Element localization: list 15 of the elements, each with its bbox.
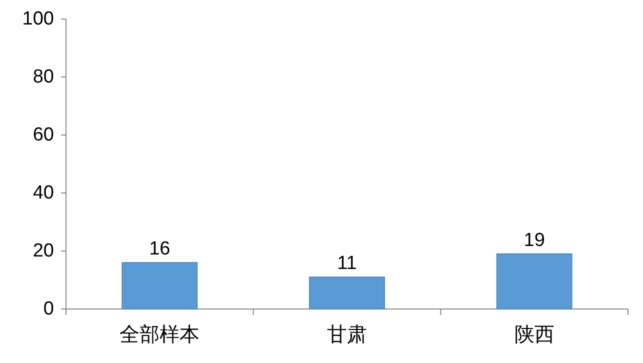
x-tick-label: 陕西: [514, 324, 554, 346]
data-label: 11: [337, 253, 357, 274]
y-tick-label: 0: [43, 298, 54, 320]
data-label: 19: [524, 230, 545, 251]
y-tick-label: 40: [32, 182, 54, 204]
data-label: 16: [149, 238, 170, 260]
y-tick-label: 20: [32, 240, 54, 262]
y-tick-label: 100: [22, 8, 54, 30]
bar: [122, 262, 198, 310]
y-tick-label: 60: [32, 124, 54, 146]
bar: [496, 253, 572, 310]
bar: [309, 276, 385, 310]
y-tick-label: 80: [32, 66, 54, 88]
x-tick-label: 甘肃: [327, 324, 367, 346]
x-tick-label: 全部样本: [120, 324, 200, 346]
